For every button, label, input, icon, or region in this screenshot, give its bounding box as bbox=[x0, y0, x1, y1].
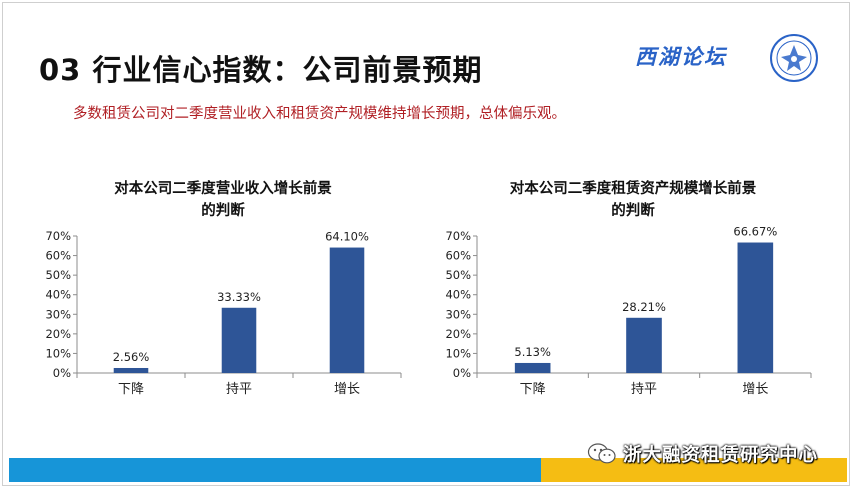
data-label: 64.10% bbox=[325, 230, 369, 244]
data-label: 33.33% bbox=[217, 290, 261, 304]
chart-title-line2: 的判断 bbox=[611, 201, 655, 219]
y-tick-label: 40% bbox=[445, 288, 471, 302]
bottom-bar-blue bbox=[9, 458, 541, 482]
y-tick-label: 0% bbox=[53, 366, 71, 380]
category-label: 持平 bbox=[226, 382, 252, 397]
bar-1 bbox=[626, 317, 662, 373]
y-tick-label: 50% bbox=[445, 268, 471, 282]
data-label: 2.56% bbox=[113, 350, 150, 364]
category-label: 下降 bbox=[520, 382, 546, 397]
y-tick-label: 10% bbox=[45, 346, 71, 360]
category-label: 增长 bbox=[334, 382, 360, 397]
data-label: 28.21% bbox=[622, 300, 666, 314]
bar-2 bbox=[737, 242, 774, 373]
bar-0 bbox=[113, 367, 149, 373]
category-label: 下降 bbox=[118, 382, 144, 397]
chart-title-line2: 的判断 bbox=[201, 201, 245, 219]
y-tick-label: 20% bbox=[445, 327, 471, 341]
bar-1 bbox=[221, 307, 257, 373]
category-label: 持平 bbox=[631, 382, 657, 397]
y-tick-label: 50% bbox=[45, 268, 71, 282]
y-tick-label: 60% bbox=[45, 249, 71, 263]
chart-title-line1: 对本公司二季度营业收入增长前景 bbox=[114, 179, 332, 197]
data-label: 5.13% bbox=[514, 345, 551, 359]
y-tick-label: 70% bbox=[45, 229, 71, 243]
y-tick-label: 60% bbox=[445, 249, 471, 263]
bar-2 bbox=[329, 247, 365, 373]
bottom-bar-yellow bbox=[541, 458, 847, 482]
footer-brand: 浙大融资租赁研究中心 bbox=[587, 440, 818, 468]
y-tick-label: 70% bbox=[445, 229, 471, 243]
category-label: 增长 bbox=[742, 382, 768, 397]
data-label: 66.67% bbox=[733, 225, 777, 239]
slide-title: 03 行业信心指数：公司前景预期 bbox=[39, 53, 483, 87]
bar-0 bbox=[514, 362, 551, 373]
y-tick-label: 0% bbox=[453, 366, 471, 380]
y-tick-label: 40% bbox=[45, 288, 71, 302]
footer-brand-text: 浙大融资租赁研究中心 bbox=[623, 445, 819, 466]
slide-subtitle: 多数租赁公司对二季度营业收入和租赁资产规模维持增长预期，总体偏乐观。 bbox=[73, 106, 566, 122]
chart-title-line1: 对本公司二季度租赁资产规模增长前景 bbox=[510, 179, 757, 197]
forum-logo-text: 西湖论坛 bbox=[635, 44, 727, 69]
y-tick-label: 30% bbox=[45, 307, 71, 321]
y-tick-label: 30% bbox=[445, 307, 471, 321]
y-tick-label: 10% bbox=[445, 346, 471, 360]
seal-emblem-icon bbox=[770, 34, 818, 82]
wechat-icon bbox=[587, 443, 616, 464]
y-tick-label: 20% bbox=[45, 327, 71, 341]
